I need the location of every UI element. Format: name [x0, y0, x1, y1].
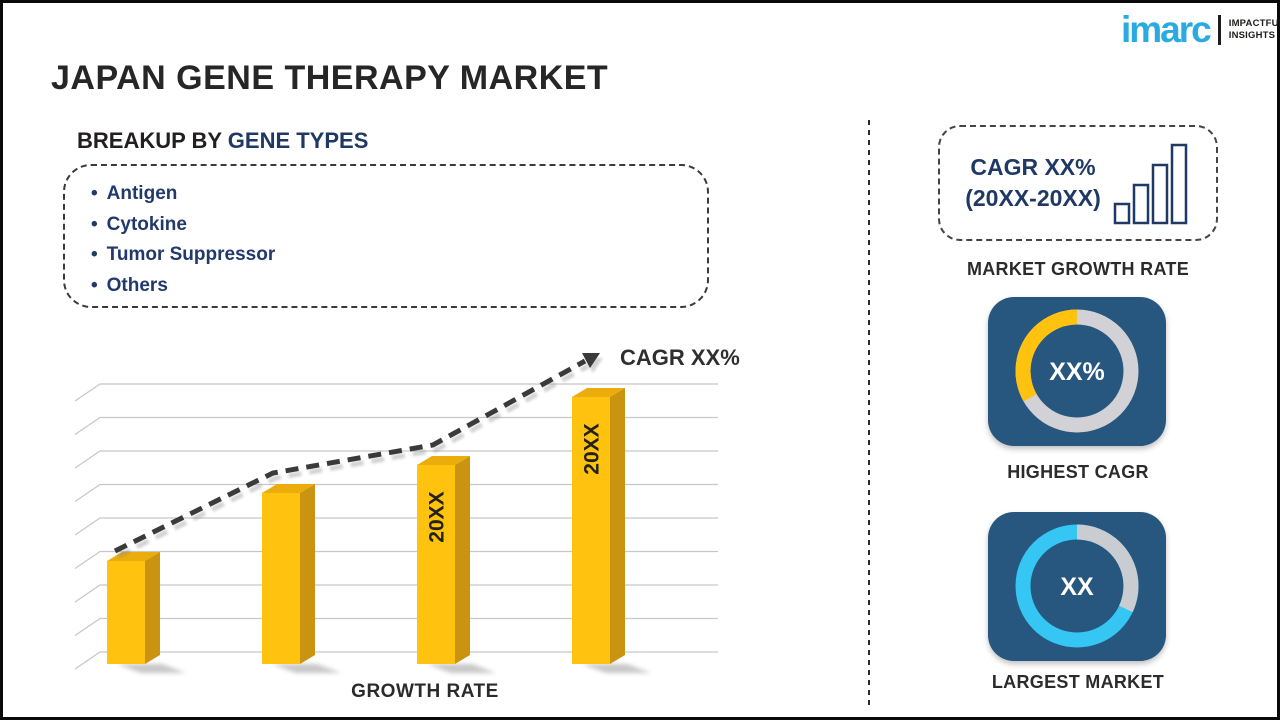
bar-shadow — [582, 664, 651, 673]
list-item: • Antigen — [91, 179, 697, 210]
gridline — [74, 416, 718, 436]
gridline — [74, 617, 718, 637]
trend-arrow — [113, 353, 600, 554]
highest-cagr-card: XX% — [988, 297, 1166, 446]
bar-front-face — [107, 561, 145, 664]
bar-side-face — [145, 552, 160, 664]
bars-group: 20XX 20XX — [107, 388, 651, 673]
gene-types-list-box: • Antigen • Cytokine • Tumor Suppressor • Ot… — [63, 164, 709, 308]
bar-front-face — [572, 397, 610, 664]
list-item-label: Tumor Suppressor — [106, 244, 276, 265]
bar-top-face — [417, 456, 470, 465]
highest-cagr-value: XX% — [1049, 358, 1105, 386]
largest-market-donut-icon: XX — [1015, 524, 1139, 648]
breakup-heading-prefix: BREAKUP BY — [77, 128, 228, 153]
list-item-label: Others — [106, 274, 168, 296]
bar-side-face — [610, 388, 625, 664]
gridlines-group — [74, 383, 718, 670]
breakup-heading: BREAKUP BY GENE TYPES — [77, 128, 368, 154]
gridline — [74, 584, 718, 603]
section-divider-dashed-line — [868, 120, 870, 710]
bar-side-face — [455, 456, 470, 664]
bar-top-face — [572, 388, 625, 397]
logo-divider-bar — [1217, 14, 1221, 45]
trend-arrow-shadow — [116, 358, 603, 559]
list-item: • Tumor Suppressor — [91, 240, 697, 271]
bar-side-face — [300, 484, 315, 664]
gridline — [74, 651, 718, 670]
highest-cagr-caption: HIGHEST CAGR — [1007, 462, 1149, 482]
growth-rate-chart: 20XX 20XX CAGR XX% GROWTH RATE — [63, 333, 787, 713]
list-item: • Others — [91, 271, 697, 302]
gridline — [74, 550, 718, 570]
logo-tagline-line1: IMPACTFUL — [1228, 18, 1280, 30]
cagr-trend-label: CAGR XX% — [620, 345, 740, 370]
bar-shadow — [117, 664, 186, 673]
bar-top-face — [262, 484, 315, 493]
largest-market-caption: LARGEST MARKET — [991, 672, 1165, 692]
logo-tagline: IMPACTFUL INSIGHTS — [1229, 18, 1280, 41]
bar-front-face — [262, 493, 300, 664]
market-growth-rate-caption: MARKET GROWTH RATE — [966, 259, 1190, 279]
cagr-period-range: (20XX-20XX) — [965, 185, 1101, 211]
gridline — [74, 483, 718, 503]
breakup-heading-highlight: GENE TYPES — [227, 128, 369, 153]
list-item: • Cytokine — [91, 210, 697, 241]
bar-chart-icon — [1113, 143, 1187, 225]
growth-chart-svg: 20XX 20XX — [74, 353, 718, 673]
chart-x-axis-label: GROWTH RATE — [351, 681, 499, 702]
gridline — [74, 383, 718, 402]
gridline — [74, 517, 718, 536]
bar-year-label: 20XX — [426, 491, 449, 542]
list-item-label: Antigen — [106, 183, 178, 204]
bullet-icon: • — [91, 274, 98, 296]
imarc-logo: imarc IMPACTFUL INSIGHTS — [1121, 11, 1280, 48]
bullet-icon: • — [91, 183, 98, 204]
bar-shadow — [427, 664, 496, 673]
bullet-icon: • — [91, 244, 98, 265]
largest-market-card: XX — [988, 512, 1166, 661]
largest-market-value: XX — [1060, 573, 1094, 601]
bar-year-label: 20XX — [581, 423, 604, 474]
market-growth-rate-box: CAGR XX% (20XX-20XX) — [938, 125, 1218, 241]
logo-tagline-line2: INSIGHTS — [1228, 29, 1276, 41]
cagr-period-text: CAGR XX% (20XX-20XX) — [965, 152, 1101, 214]
list-item-label: Cytokine — [106, 213, 187, 235]
page-title: JAPAN GENE THERAPY MARKET — [51, 59, 609, 97]
cagr-value-text: CAGR XX% — [970, 153, 1096, 180]
gridline — [74, 450, 718, 469]
imarc-logo-wordmark: imarc — [1121, 9, 1212, 50]
highest-cagr-donut-icon: XX% — [1015, 309, 1139, 433]
bullet-icon: • — [91, 213, 98, 235]
bar-shadow — [272, 664, 341, 673]
bar-front-face — [417, 465, 455, 664]
